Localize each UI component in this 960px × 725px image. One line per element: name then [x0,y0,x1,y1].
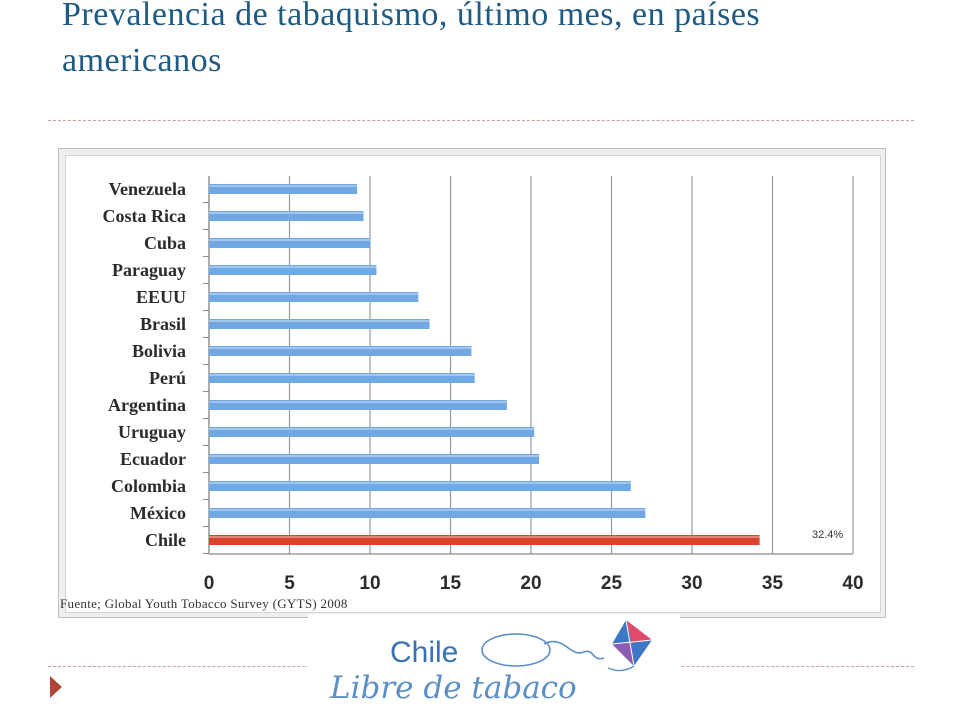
bar [209,508,646,518]
x-tick-label: 5 [284,573,295,594]
category-label: Bolivia [132,341,186,361]
slide-title: Prevalencia de tabaquismo, último mes, e… [62,0,761,79]
x-tick-label: 40 [842,573,863,594]
logo-word-libre-de-tabaco: Libre de tabaco [329,670,577,706]
x-tick-label: 15 [440,573,462,594]
x-tick-label: 0 [204,573,215,594]
bar-gloss [209,428,535,430]
bar [209,184,358,194]
category-label: Argentina [108,395,186,415]
bar-gloss [209,482,631,484]
category-label: Costa Rica [103,206,187,226]
bar-chile-highlight [209,535,760,545]
data-label: 32.4% [812,529,843,541]
bar [209,373,475,383]
bar-gloss [209,185,358,187]
top-divider [48,120,914,121]
x-tick-label: 35 [762,573,784,594]
category-label: EEUU [136,287,186,307]
bar-gloss [209,347,472,349]
bar-gloss [209,239,370,241]
category-label: Colombia [111,476,186,496]
bar [209,346,472,356]
bar-gloss [209,212,364,214]
category-label: Chile [145,530,186,550]
category-label: Paraguay [112,260,186,280]
x-tick-label: 20 [520,573,541,594]
chile-libre-de-tabaco-logo: Chile Libre de tabaco [308,614,680,720]
chart-area: 0 5 10 15 20 25 30 35 40 Venezuela Costa Rica Cuba P… [65,155,881,613]
category-label: Perú [149,368,186,388]
category-label: México [130,503,186,523]
bar [209,265,377,275]
chart-frame: 0 5 10 15 20 25 30 35 40 Venezuela Costa Rica Cuba P… [58,148,886,618]
bar [209,454,540,464]
x-tick-label: 10 [359,573,380,594]
bullet-arrow-icon [50,676,62,698]
bar-gloss [209,374,475,376]
logo-word-chile: Chile [390,636,458,669]
category-label: Venezuela [109,179,186,199]
bar [209,238,370,248]
category-label: Brasil [140,314,186,334]
logo-swirl [481,633,551,667]
bar [209,400,507,410]
x-tick-label: 30 [681,573,702,594]
x-tick-label: 25 [601,573,623,594]
category-label: Cuba [144,233,186,253]
category-label: Ecuador [120,449,186,469]
bar-gloss [209,509,646,511]
bar-chart: 0 5 10 15 20 25 30 35 40 Venezuela Costa Rica Cuba P… [103,176,864,594]
bar [209,292,419,302]
bar-gloss [209,455,540,457]
kite-string-icon [543,640,605,660]
source-note: Fuente; Global Youth Tobacco Survey (GYT… [60,596,348,611]
bar [209,427,535,437]
bar [209,211,364,221]
bar [209,319,430,329]
bar-gloss [209,266,377,268]
bar-gloss [209,536,760,538]
bar-gloss [209,401,507,403]
bar [209,481,631,491]
category-label: Uruguay [118,422,186,442]
bar-gloss [209,320,430,322]
kite-icon [607,619,653,672]
bar-gloss [209,293,419,295]
